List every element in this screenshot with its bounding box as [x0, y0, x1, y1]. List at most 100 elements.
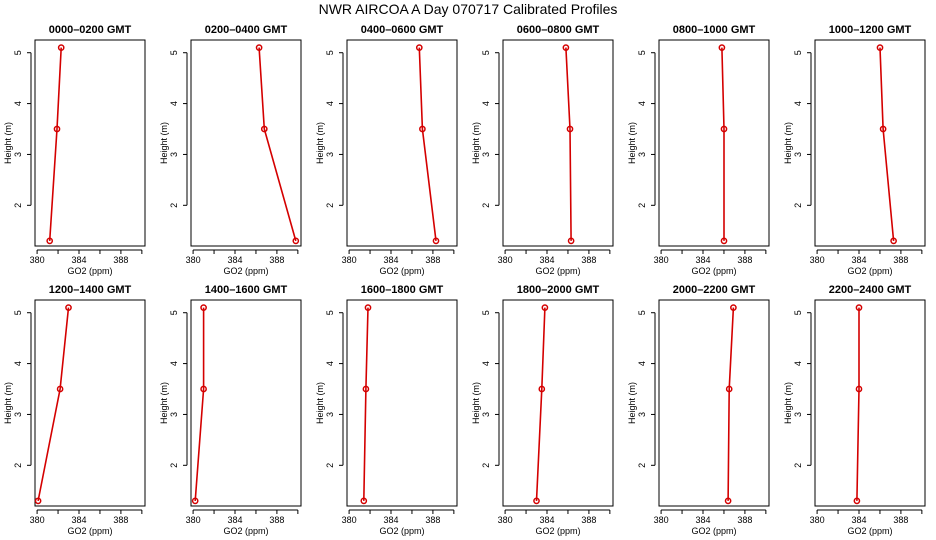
profile-point: [200, 385, 207, 393]
y-tick-label: 4: [169, 101, 179, 106]
x-axis-title: GO2 (ppm): [67, 266, 112, 276]
y-tick-label: 2: [13, 203, 23, 208]
y-tick-label: 4: [13, 361, 23, 366]
y-tick-label: 5: [169, 50, 179, 55]
profile-point: [724, 497, 732, 505]
panel-title: 2200–2400 GMT: [829, 284, 912, 296]
y-tick-label: 5: [793, 310, 803, 315]
panel-title: 1200–1400 GMT: [49, 284, 132, 296]
panel-title: 2000–2200 GMT: [673, 284, 756, 296]
profile-point: [855, 304, 863, 311]
panel-title: 1600–1800 GMT: [361, 284, 444, 296]
figure-title: NWR AIRCOA A Day 070717 Calibrated Profi…: [319, 1, 618, 17]
x-axis-title: GO2 (ppm): [223, 266, 268, 276]
profile-point: [890, 237, 897, 245]
y-tick-label: 4: [793, 101, 803, 106]
y-tick-label: 3: [325, 412, 335, 417]
profile-line: [37, 307, 70, 502]
y-tick-label: 2: [637, 463, 647, 468]
y-tick-label: 4: [169, 361, 179, 366]
x-tick-label: 388: [269, 255, 284, 265]
profile-line: [48, 47, 62, 241]
x-tick-label: 380: [186, 255, 201, 265]
y-tick-label: 3: [13, 412, 23, 417]
x-tick-label: 380: [810, 515, 825, 525]
profile-point: [432, 237, 440, 245]
x-tick-label: 384: [227, 515, 242, 525]
x-tick-label: 384: [539, 515, 554, 525]
y-tick-label: 4: [793, 361, 803, 366]
profile-line: [879, 47, 895, 241]
x-tick-label: 388: [425, 255, 440, 265]
profile-point: [725, 385, 733, 393]
x-tick-label: 380: [30, 255, 45, 265]
x-axis-title: GO2 (ppm): [379, 526, 424, 536]
y-tick-label: 3: [637, 152, 647, 157]
panel-title: 1000–1200 GMT: [829, 24, 912, 36]
profile-line: [856, 307, 860, 501]
profile-point: [853, 497, 861, 505]
x-axis-title: GO2 (ppm): [535, 266, 580, 276]
profile-point: [360, 497, 368, 505]
y-tick-label: 3: [481, 152, 491, 157]
y-tick-label: 2: [793, 463, 803, 468]
panel-title: 1400–1600 GMT: [205, 284, 288, 296]
profile-point: [876, 44, 884, 51]
y-axis-title: Height (m): [3, 122, 13, 164]
y-tick-label: 5: [637, 310, 647, 315]
profile-point: [562, 44, 570, 51]
profile-line: [418, 47, 437, 241]
profile-point: [538, 385, 546, 393]
x-tick-label: 384: [695, 255, 710, 265]
plot-frame: [346, 39, 458, 247]
y-tick-label: 2: [481, 203, 491, 208]
y-tick-label: 5: [637, 50, 647, 55]
x-tick-label: 384: [71, 515, 86, 525]
plot-frame: [34, 299, 146, 507]
x-tick-label: 384: [383, 255, 398, 265]
x-tick-label: 384: [851, 255, 866, 265]
profile-point: [419, 125, 426, 133]
profile-line: [565, 47, 572, 241]
y-tick-label: 4: [325, 361, 335, 366]
x-tick-label: 384: [227, 255, 242, 265]
y-tick-label: 2: [325, 203, 335, 208]
x-axis-title: GO2 (ppm): [535, 526, 580, 536]
y-tick-label: 5: [325, 50, 335, 55]
profile-line: [535, 307, 546, 501]
profile-point: [191, 497, 199, 505]
profile-point: [34, 497, 42, 505]
panel-title: 0400–0600 GMT: [361, 24, 444, 36]
y-tick-label: 3: [13, 152, 23, 157]
panel-title: 0200–0400 GMT: [205, 24, 288, 36]
profile-point: [720, 125, 728, 133]
x-tick-label: 380: [498, 255, 513, 265]
y-axis-title: Height (m): [471, 122, 481, 164]
profile-point: [255, 44, 263, 51]
x-axis-title: GO2 (ppm): [691, 266, 736, 276]
profile-point: [566, 125, 574, 133]
plot-frame: [34, 39, 146, 247]
y-axis-title: Height (m): [471, 382, 481, 424]
x-axis-title: GO2 (ppm): [691, 526, 736, 536]
profile-point: [65, 304, 72, 311]
y-tick-label: 5: [481, 50, 491, 55]
y-axis-title: Height (m): [159, 382, 169, 424]
y-tick-label: 2: [325, 463, 335, 468]
y-axis-title: Height (m): [627, 122, 637, 164]
x-tick-label: 388: [581, 255, 596, 265]
x-tick-label: 384: [383, 515, 398, 525]
x-tick-label: 388: [893, 515, 908, 525]
x-tick-label: 384: [71, 255, 86, 265]
y-tick-label: 2: [793, 203, 803, 208]
y-tick-label: 3: [793, 412, 803, 417]
y-tick-label: 2: [169, 203, 179, 208]
